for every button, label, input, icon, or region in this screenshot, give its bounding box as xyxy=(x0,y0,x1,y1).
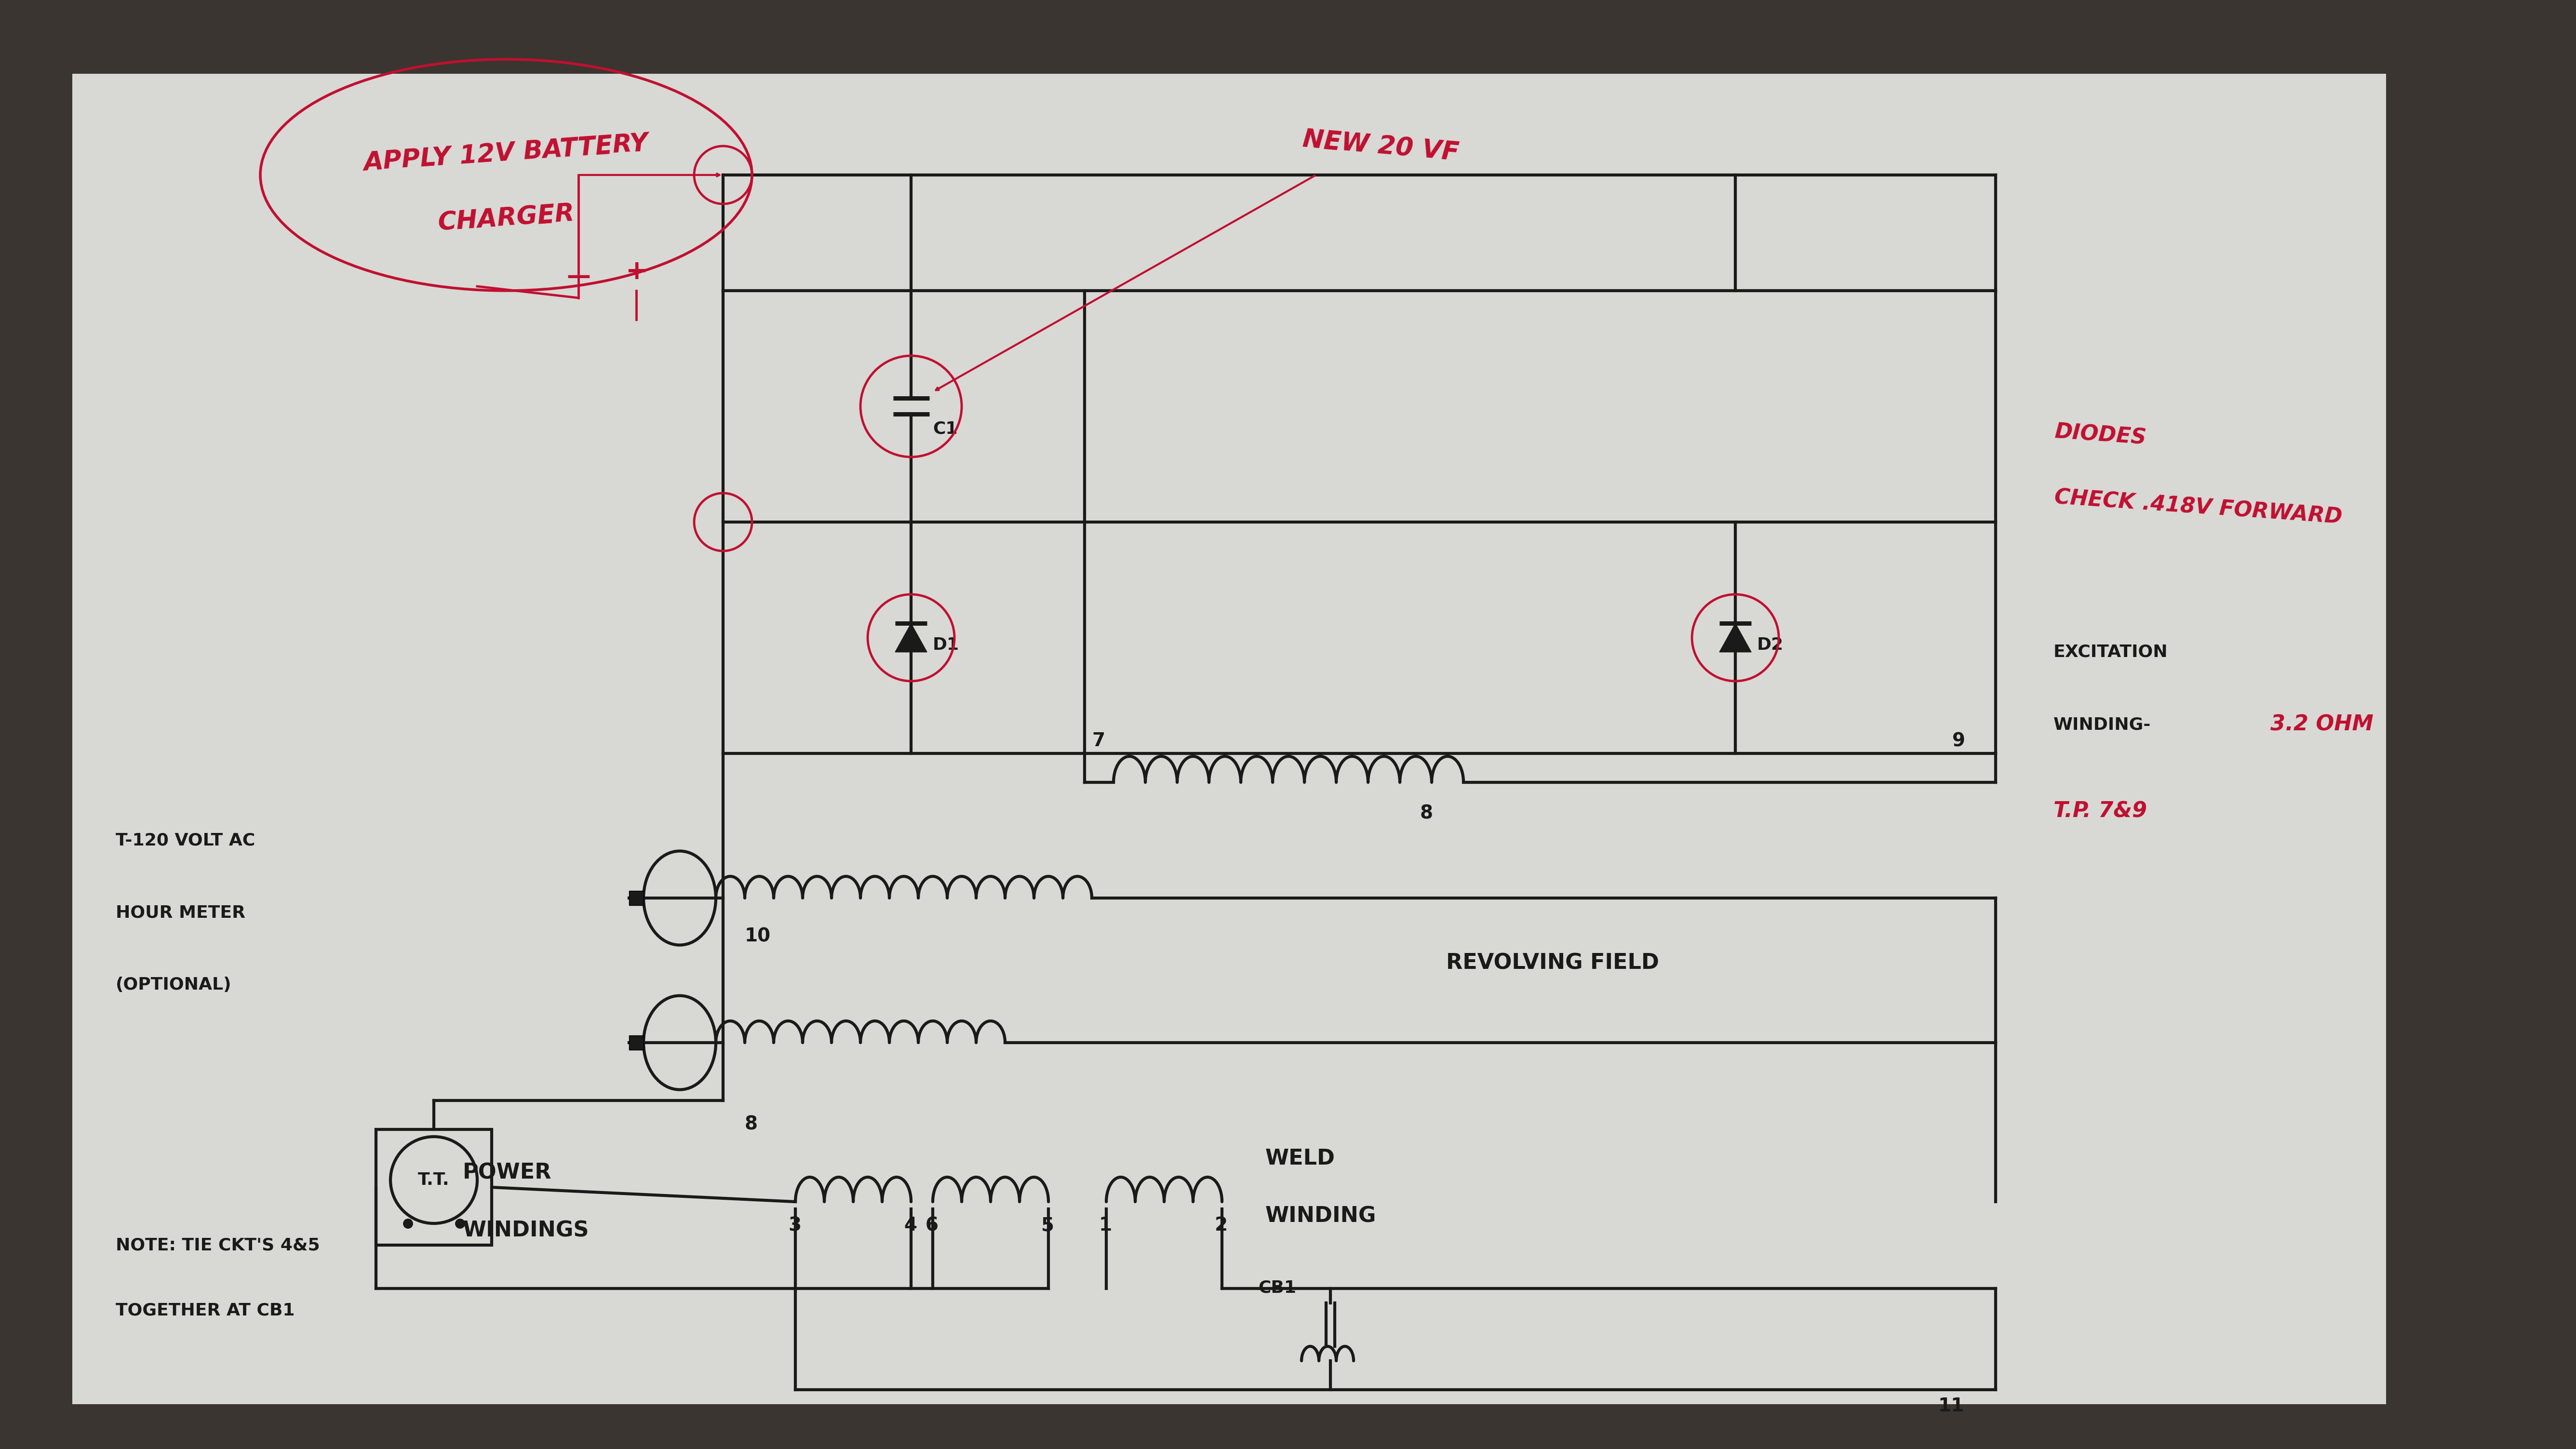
Text: EXCITATION: EXCITATION xyxy=(2053,643,2169,661)
Text: APPLY 12V BATTERY: APPLY 12V BATTERY xyxy=(363,130,649,175)
Text: 1: 1 xyxy=(1100,1216,1113,1235)
Text: NOTE: TIE CKT'S 4&5: NOTE: TIE CKT'S 4&5 xyxy=(116,1237,319,1253)
Text: 3.2 OHM: 3.2 OHM xyxy=(2269,714,2372,735)
Text: CB1: CB1 xyxy=(1257,1279,1296,1295)
Text: 8: 8 xyxy=(1419,804,1432,823)
Text: 6: 6 xyxy=(925,1216,938,1235)
Text: CHARGER: CHARGER xyxy=(438,201,574,236)
Text: (OPTIONAL): (OPTIONAL) xyxy=(116,977,232,993)
Text: POWER: POWER xyxy=(464,1162,551,1184)
Text: T.P. 7&9: T.P. 7&9 xyxy=(2053,801,2146,822)
Text: T-120 VOLT AC: T-120 VOLT AC xyxy=(116,832,255,848)
FancyBboxPatch shape xyxy=(72,74,2385,1404)
Text: C1: C1 xyxy=(933,420,958,438)
Text: NEW 20 VF: NEW 20 VF xyxy=(1301,126,1461,165)
Text: 11: 11 xyxy=(1937,1397,1963,1416)
Text: WELD: WELD xyxy=(1265,1148,1334,1169)
FancyBboxPatch shape xyxy=(629,1036,644,1051)
Text: 9: 9 xyxy=(1953,732,1965,751)
Text: 4: 4 xyxy=(904,1216,917,1235)
Text: 3: 3 xyxy=(788,1216,801,1235)
Text: 8: 8 xyxy=(744,1114,757,1133)
Text: D1: D1 xyxy=(933,636,958,653)
Text: DIODES: DIODES xyxy=(2053,422,2146,449)
Text: REVOLVING FIELD: REVOLVING FIELD xyxy=(1445,953,1659,974)
Text: WINDING-: WINDING- xyxy=(2053,716,2151,733)
Text: CHECK .418V FORWARD: CHECK .418V FORWARD xyxy=(2053,487,2342,527)
Polygon shape xyxy=(1718,623,1752,652)
Polygon shape xyxy=(894,623,927,652)
Text: 7: 7 xyxy=(1092,732,1105,751)
Text: D2: D2 xyxy=(1757,636,1783,653)
Text: TOGETHER AT CB1: TOGETHER AT CB1 xyxy=(116,1303,294,1319)
Text: WINDING: WINDING xyxy=(1265,1206,1376,1226)
Text: 2: 2 xyxy=(1216,1216,1229,1235)
Text: 5: 5 xyxy=(1041,1216,1054,1235)
Text: HOUR METER: HOUR METER xyxy=(116,904,245,920)
FancyBboxPatch shape xyxy=(629,891,644,906)
Text: —: — xyxy=(567,265,590,288)
Text: WINDINGS: WINDINGS xyxy=(464,1220,590,1240)
Text: T.T.: T.T. xyxy=(417,1172,451,1188)
Text: 10: 10 xyxy=(744,927,770,945)
Text: +: + xyxy=(626,259,647,285)
FancyBboxPatch shape xyxy=(376,1129,492,1245)
